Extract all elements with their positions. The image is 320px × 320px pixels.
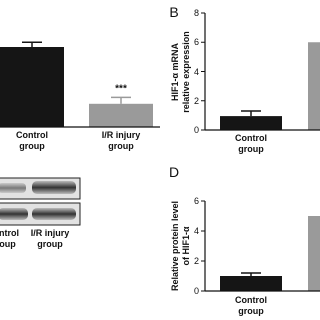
x-tick-label: I/R injury group xyxy=(101,130,141,151)
blot-band xyxy=(0,183,26,193)
western-blot xyxy=(0,177,81,226)
y-tick-label: 4 xyxy=(193,226,199,236)
bar xyxy=(220,116,282,130)
y-tick-label: 8 xyxy=(193,8,199,18)
error-bar xyxy=(22,41,42,47)
y-tick-label: 4 xyxy=(193,66,199,77)
bar xyxy=(89,103,153,127)
blot-lane-label: I/R injury group xyxy=(30,228,70,249)
y-tick-label: 2 xyxy=(193,95,199,106)
panel-label: D xyxy=(168,164,180,180)
bar xyxy=(308,216,320,291)
x-tick-label: Control group xyxy=(235,295,267,316)
y-tick-label: 2 xyxy=(193,256,199,266)
bar xyxy=(220,276,282,291)
significance-annotation: *** xyxy=(115,83,127,95)
error-bar xyxy=(241,110,261,117)
y-tick-label: 6 xyxy=(193,37,199,48)
y-tick-label: 0 xyxy=(193,125,199,135)
error-bar xyxy=(111,96,131,104)
x-tick-label: Control group xyxy=(16,130,48,151)
y-axis-label: Relative protein level of HIF1-α xyxy=(170,200,191,292)
y-tick-label: 6 xyxy=(193,196,199,206)
blot-band xyxy=(32,181,76,194)
panel-label: B xyxy=(169,4,179,20)
bar xyxy=(0,47,64,127)
blot-band xyxy=(32,208,76,220)
blot-band xyxy=(0,208,28,220)
error-bar xyxy=(241,272,261,276)
blot-lane-label: Control group xyxy=(0,228,19,249)
y-tick-label: 0 xyxy=(193,286,199,296)
y-axis-label: HIF1-α mRNA relative expression xyxy=(170,30,191,113)
bar xyxy=(308,42,320,130)
x-tick-label: Control group xyxy=(235,133,267,154)
